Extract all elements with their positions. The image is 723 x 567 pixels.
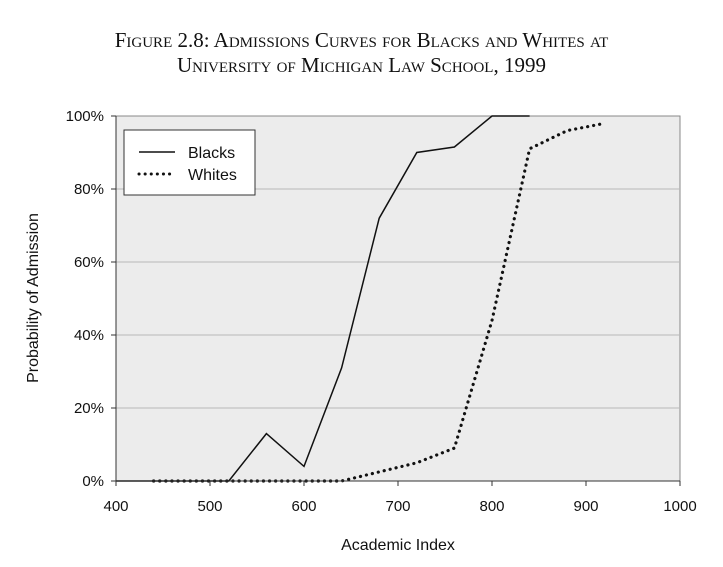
x-tick-label-5: 900 — [573, 498, 598, 515]
x-axis-title: Academic Index — [341, 537, 455, 554]
y-axis-title: Probability of Admission — [25, 213, 42, 383]
axes-layer: 0% 20% 40% 60% 80% 100% 400 500 600 700 800 900 1000 — [66, 108, 697, 515]
series-layer — [116, 115, 607, 483]
series-line-blacks — [116, 115, 530, 482]
legend-label-blacks: Blacks — [188, 145, 235, 162]
x-tick-label-4: 800 — [479, 498, 504, 515]
chart-title-line-1: Figure 2.8: Admissions Curves for Blacks… — [114, 28, 609, 52]
chart-title-line-2: University of Michigan Law School, 1999 — [177, 53, 546, 77]
x-tick-label-0: 400 — [103, 498, 128, 515]
x-tick-label-1: 500 — [197, 498, 222, 515]
y-tick-label-5: 100% — [66, 108, 104, 125]
x-tick-label-2: 600 — [291, 498, 316, 515]
y-tick-label-4: 80% — [74, 181, 104, 198]
legend: Blacks Whites — [123, 129, 256, 196]
legend-label-whites: Whites — [188, 167, 237, 184]
x-tick-label-6: 1000 — [663, 498, 696, 515]
y-tick-label-3: 60% — [74, 254, 104, 271]
series-line-whites — [152, 121, 607, 483]
chart-title: Figure 2.8: Admissions Curves for Blacks… — [0, 28, 723, 78]
y-tick-label-0: 0% — [82, 473, 104, 490]
x-tick-label-3: 700 — [385, 498, 410, 515]
y-tick-label-1: 20% — [74, 400, 104, 417]
legend-box — [123, 129, 256, 196]
y-tick-label-2: 40% — [74, 327, 104, 344]
